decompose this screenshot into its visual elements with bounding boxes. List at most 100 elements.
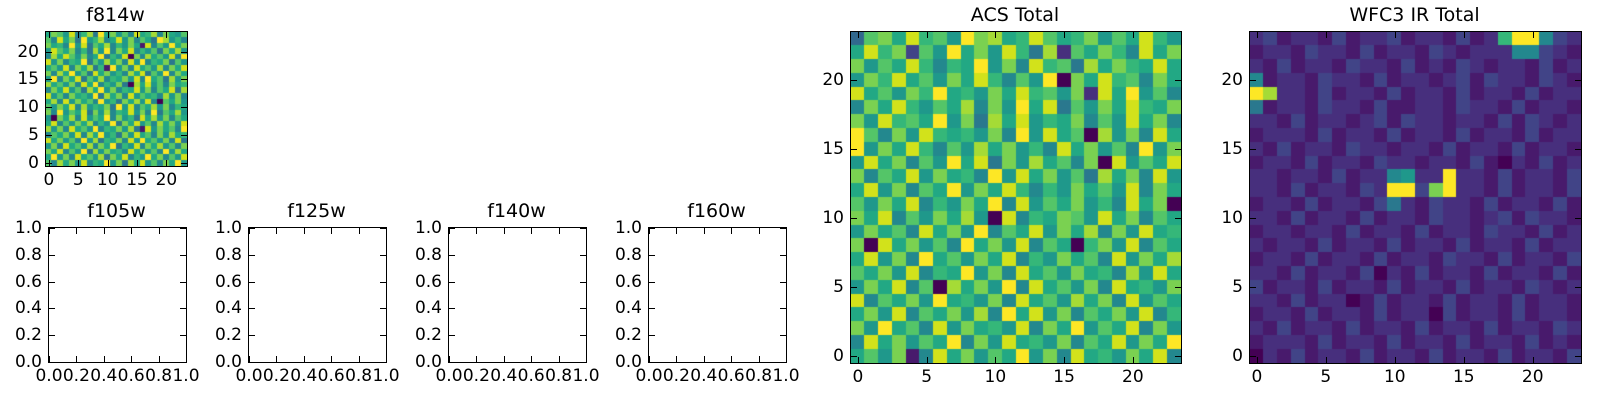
y-tick-label: 0.4: [14, 298, 42, 319]
y-tick-label: 10: [1221, 208, 1243, 229]
tick-mark: [1064, 32, 1066, 38]
tick-mark: [649, 356, 650, 362]
tick-mark: [386, 356, 387, 362]
y-tick-label: 15: [17, 69, 39, 90]
y-tick-label: 0.2: [214, 325, 242, 346]
tick-mark: [1463, 32, 1465, 38]
tick-mark: [1532, 357, 1534, 363]
tick-mark: [649, 281, 655, 283]
y-tick-label: 10: [822, 208, 844, 229]
tick-mark: [476, 228, 478, 234]
y-tick-label: 0.4: [414, 298, 442, 319]
tick-mark: [449, 362, 455, 363]
y-tick-label: 5: [28, 125, 39, 146]
tick-mark: [851, 218, 857, 220]
tick-mark: [1575, 80, 1581, 82]
tick-mark: [1325, 32, 1327, 38]
y-tick-label: 0.0: [414, 352, 442, 372]
tick-mark: [703, 356, 705, 362]
tick-mark: [49, 254, 55, 256]
subplot-title-f160w: f160w: [687, 200, 746, 222]
tick-mark: [49, 281, 55, 283]
tick-mark: [649, 335, 655, 337]
subplot-title-acs-total: ACS Total: [970, 4, 1060, 26]
tick-mark: [1175, 287, 1181, 289]
x-tick-label: 20: [1122, 367, 1144, 387]
tick-mark: [649, 362, 655, 363]
x-tick-label: 15: [126, 170, 148, 190]
tick-mark: [649, 228, 655, 229]
tick-mark: [1532, 32, 1534, 38]
x-tick-label: 10: [1383, 367, 1406, 387]
subplot-title-f140w: f140w: [487, 200, 546, 222]
tick-mark: [995, 32, 997, 38]
tick-mark: [303, 356, 305, 362]
tick-mark: [780, 254, 786, 256]
tick-mark: [449, 335, 455, 337]
tick-mark: [580, 228, 586, 229]
x-tick-label: 0.4: [290, 366, 318, 386]
tick-mark: [76, 356, 78, 362]
x-tick-label: 5: [921, 367, 933, 387]
tick-mark: [186, 356, 187, 362]
tick-mark: [46, 163, 52, 165]
tick-mark: [180, 281, 186, 283]
x-tick-label: 0: [1251, 367, 1263, 387]
y-tick-label: 0.6: [14, 271, 42, 292]
tick-mark: [137, 160, 139, 166]
tick-mark: [558, 356, 560, 362]
tick-mark: [780, 335, 786, 337]
x-tick-label: 15: [1452, 367, 1475, 387]
x-tick-label: 20: [1521, 367, 1544, 387]
x-tick-label: 1.0: [572, 366, 600, 386]
tick-mark: [851, 287, 857, 289]
subplot-f814w-plot-area: [45, 31, 188, 167]
x-tick-label: 0.2: [262, 366, 290, 386]
tick-mark: [249, 254, 255, 256]
y-tick-label: 1.0: [14, 218, 42, 238]
x-tick-label: 0.0: [235, 366, 263, 386]
tick-mark: [107, 160, 109, 166]
tick-mark: [531, 356, 533, 362]
tick-mark: [49, 356, 50, 362]
tick-mark: [1325, 357, 1327, 363]
tick-mark: [476, 356, 478, 362]
x-tick-label: 0.2: [462, 366, 490, 386]
tick-mark: [49, 228, 50, 234]
x-tick-label: 0.2: [662, 366, 690, 386]
x-tick-label: 0.8: [145, 366, 173, 386]
tick-mark: [580, 308, 586, 310]
tick-mark: [78, 160, 80, 166]
tick-mark: [1250, 149, 1256, 151]
tick-mark: [181, 51, 187, 53]
tick-mark: [851, 149, 857, 151]
tick-mark: [1250, 80, 1256, 82]
tick-mark: [137, 32, 139, 38]
x-tick-label: 0: [852, 367, 864, 387]
tick-mark: [857, 32, 859, 38]
tick-mark: [449, 308, 455, 310]
tick-mark: [1175, 80, 1181, 82]
tick-mark: [786, 228, 787, 234]
tick-mark: [49, 228, 55, 229]
f814w-heatmap-image: [46, 32, 187, 166]
tick-mark: [1575, 149, 1581, 151]
subplot-f140w-plot-area: [448, 227, 587, 363]
y-tick-label: 10: [17, 97, 39, 118]
tick-mark: [780, 228, 786, 229]
y-tick-label: 0.2: [414, 325, 442, 346]
x-tick-label: 0.0: [435, 366, 463, 386]
x-tick-label: 15: [1053, 367, 1075, 387]
tick-mark: [180, 254, 186, 256]
tick-mark: [1175, 218, 1181, 220]
tick-mark: [48, 32, 50, 38]
tick-mark: [46, 135, 52, 137]
tick-mark: [649, 254, 655, 256]
tick-mark: [857, 357, 859, 363]
tick-mark: [131, 356, 133, 362]
tick-mark: [380, 335, 386, 337]
y-tick-label: 0: [28, 153, 39, 174]
y-tick-label: 1.0: [414, 218, 442, 238]
tick-mark: [580, 254, 586, 256]
tick-mark: [380, 362, 386, 363]
